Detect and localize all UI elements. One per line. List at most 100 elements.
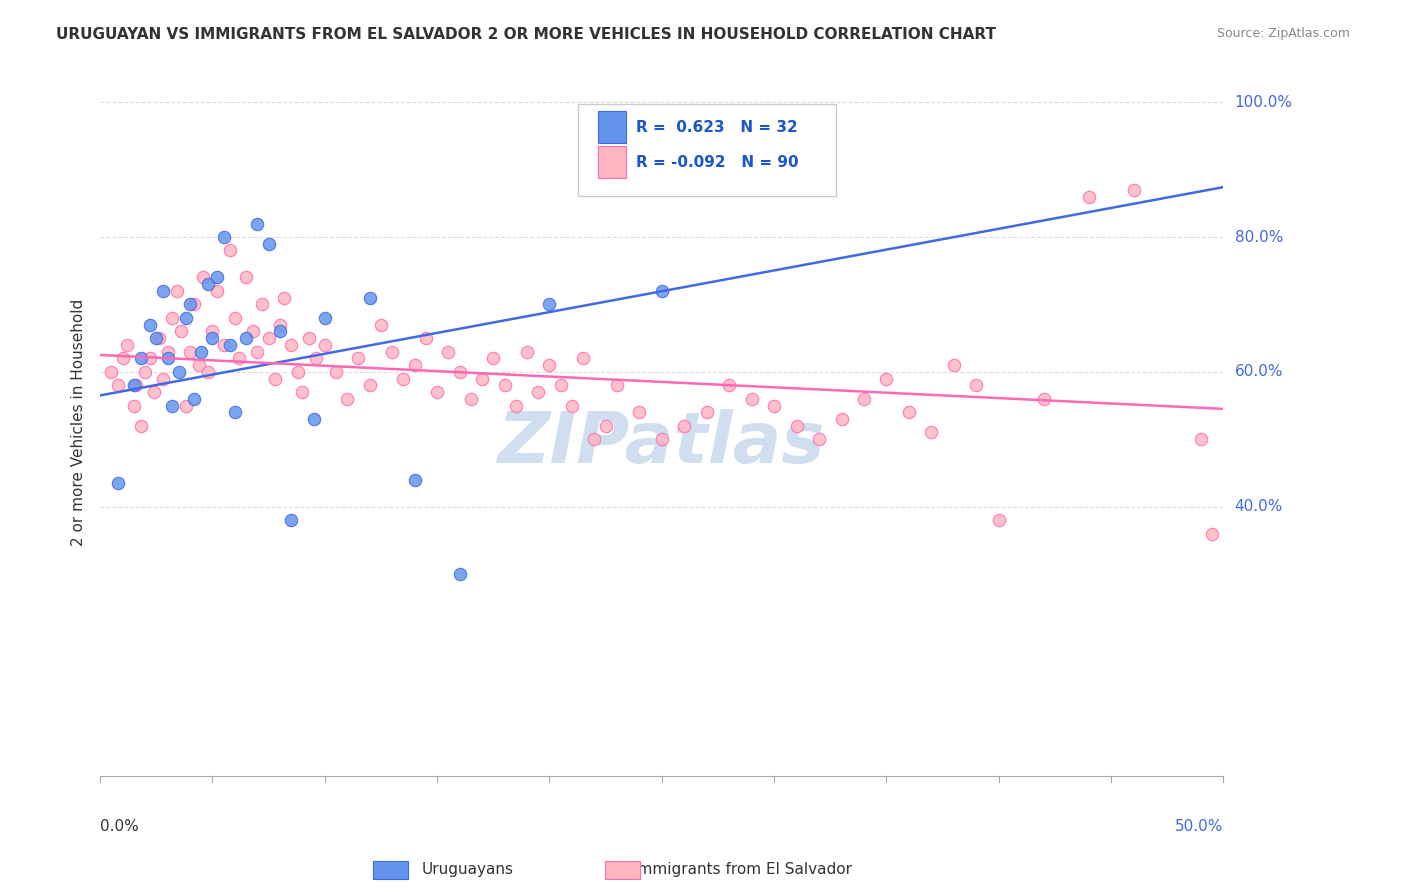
Point xyxy=(347,351,370,366)
Point xyxy=(125,378,148,392)
Text: Uruguayans: Uruguayans xyxy=(422,863,513,877)
Point xyxy=(287,365,309,379)
Point xyxy=(325,365,347,379)
Point xyxy=(1122,183,1144,197)
Point xyxy=(174,399,197,413)
Point xyxy=(201,324,224,338)
Point xyxy=(550,378,572,392)
Point xyxy=(160,310,183,325)
Point xyxy=(538,358,561,372)
Point xyxy=(197,365,219,379)
Point xyxy=(482,351,505,366)
Point xyxy=(561,399,583,413)
Point xyxy=(107,378,129,392)
FancyBboxPatch shape xyxy=(578,103,837,196)
Point xyxy=(471,371,494,385)
Point xyxy=(152,284,174,298)
Point xyxy=(205,270,228,285)
Point xyxy=(359,378,381,392)
Text: 80.0%: 80.0% xyxy=(1234,229,1282,244)
Point xyxy=(920,425,942,440)
Point xyxy=(291,384,314,399)
Point xyxy=(160,399,183,413)
Point xyxy=(651,432,673,446)
Point xyxy=(606,378,628,392)
Point xyxy=(156,344,179,359)
Point xyxy=(572,351,595,366)
Point xyxy=(179,297,201,311)
Point xyxy=(437,344,460,359)
Point xyxy=(696,405,718,419)
Point xyxy=(179,344,201,359)
Text: 100.0%: 100.0% xyxy=(1234,95,1292,110)
Point xyxy=(527,384,550,399)
Point xyxy=(257,331,280,345)
Point xyxy=(197,277,219,292)
Point xyxy=(314,338,336,352)
Point xyxy=(673,418,696,433)
Point xyxy=(831,412,853,426)
Point xyxy=(134,365,156,379)
Point xyxy=(257,236,280,251)
Point xyxy=(628,405,651,419)
Point xyxy=(1032,392,1054,406)
Point xyxy=(122,399,145,413)
Point xyxy=(449,365,471,379)
Point xyxy=(264,371,287,385)
Point xyxy=(415,331,437,345)
Point xyxy=(987,513,1010,527)
Text: Source: ZipAtlas.com: Source: ZipAtlas.com xyxy=(1216,27,1350,40)
Point xyxy=(183,297,205,311)
Point xyxy=(449,566,471,581)
Point xyxy=(336,392,359,406)
Point xyxy=(359,291,381,305)
Point xyxy=(115,338,138,352)
Point xyxy=(183,392,205,406)
Point xyxy=(219,338,242,352)
Point xyxy=(305,351,328,366)
Point xyxy=(808,432,831,446)
Text: ZIPatlas: ZIPatlas xyxy=(498,409,825,478)
Point xyxy=(111,351,134,366)
Text: R = -0.092   N = 90: R = -0.092 N = 90 xyxy=(636,155,799,170)
Point xyxy=(965,378,987,392)
Point xyxy=(107,475,129,490)
Point xyxy=(583,432,606,446)
Point xyxy=(460,392,482,406)
Point xyxy=(212,338,235,352)
Point xyxy=(494,378,516,392)
Point xyxy=(269,324,291,338)
Point xyxy=(505,399,527,413)
Point xyxy=(212,230,235,244)
Text: 60.0%: 60.0% xyxy=(1234,364,1284,379)
Point xyxy=(201,331,224,345)
Point xyxy=(404,473,426,487)
Point xyxy=(516,344,538,359)
Text: 0.0%: 0.0% xyxy=(100,819,139,834)
Point xyxy=(166,284,188,298)
Point xyxy=(595,418,617,433)
FancyBboxPatch shape xyxy=(598,146,626,178)
Point xyxy=(170,324,193,338)
Point xyxy=(273,291,295,305)
Point xyxy=(763,399,786,413)
Point xyxy=(242,324,264,338)
Point xyxy=(302,412,325,426)
Y-axis label: 2 or more Vehicles in Household: 2 or more Vehicles in Household xyxy=(72,299,86,546)
Point xyxy=(538,297,561,311)
Point xyxy=(392,371,415,385)
Point xyxy=(174,310,197,325)
Point xyxy=(145,331,167,345)
Point xyxy=(280,338,302,352)
Point xyxy=(152,371,174,385)
Point xyxy=(219,244,242,258)
Point xyxy=(404,358,426,372)
Point xyxy=(167,365,190,379)
Point xyxy=(1189,432,1212,446)
Point xyxy=(138,351,160,366)
Text: Immigrants from El Salvador: Immigrants from El Salvador xyxy=(633,863,852,877)
Point xyxy=(205,284,228,298)
Point xyxy=(148,331,170,345)
Point xyxy=(143,384,166,399)
Point xyxy=(651,284,673,298)
